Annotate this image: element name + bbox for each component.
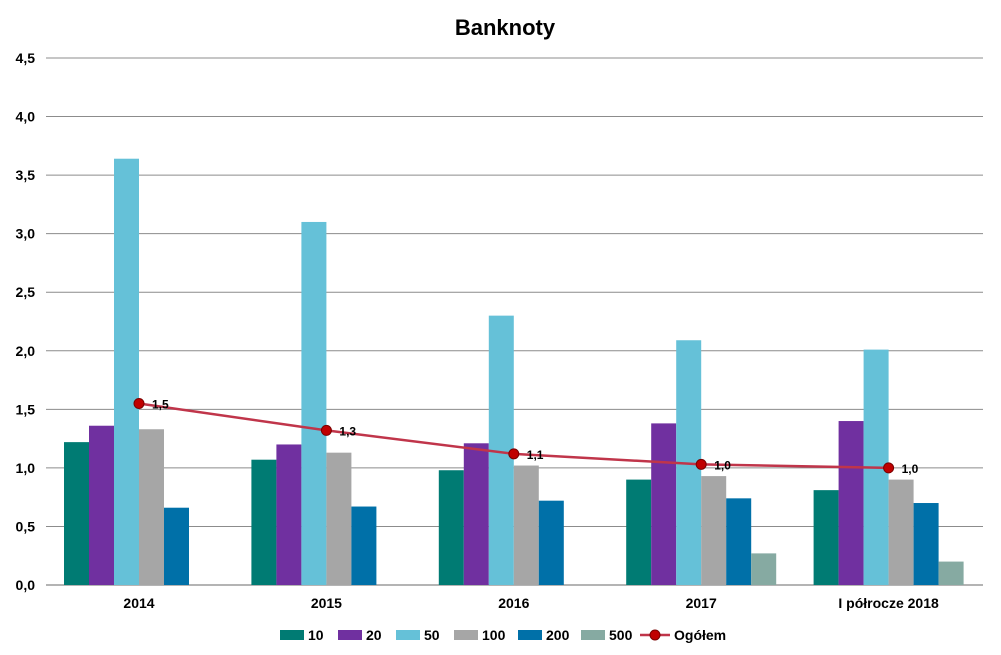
x-tick-label: 2015: [311, 595, 342, 611]
legend-label-500: 500: [609, 627, 633, 643]
bar-10-I-półrocze-2018: [813, 490, 839, 585]
bar-10-2016: [438, 470, 464, 585]
bar-200-2014: [164, 507, 189, 585]
line-point-ogolem: [883, 462, 895, 474]
legend-swatch-20: [338, 630, 362, 640]
legend-label-100: 100: [482, 627, 506, 643]
bar-20-I-półrocze-2018: [838, 421, 864, 585]
legend-label-10: 10: [308, 627, 324, 643]
line-point-ogolem: [320, 424, 332, 436]
line-point-ogolem: [133, 397, 145, 409]
y-tick-label: 0,5: [16, 518, 36, 534]
data-label-ogolem: 1,1: [527, 448, 544, 462]
y-tick-label: 3,5: [16, 167, 36, 183]
bar-200-2017: [726, 498, 752, 585]
legend-label-20: 20: [366, 627, 382, 643]
legend-swatch-100: [454, 630, 478, 640]
data-label-ogolem: 1,3: [339, 424, 356, 438]
bar-20-2017: [651, 423, 677, 585]
bar-20-2015: [276, 444, 302, 585]
bar-200-2015: [351, 506, 377, 585]
bar-500-I-półrocze-2018: [938, 561, 964, 585]
legend-label-200: 200: [546, 627, 570, 643]
line-point-ogolem: [508, 448, 520, 460]
bar-500-2017: [751, 553, 777, 585]
y-tick-label: 4,5: [16, 50, 36, 66]
bar-200-I-półrocze-2018: [913, 503, 939, 585]
bar-100-2017: [701, 476, 727, 585]
bar-50-2015: [301, 221, 327, 585]
bar-100-2014: [139, 429, 164, 585]
data-label-ogolem: 1,0: [902, 462, 919, 476]
bar-100-2016: [513, 465, 539, 585]
bar-200-2016: [538, 500, 564, 585]
x-tick-label: I półrocze 2018: [838, 595, 939, 611]
legend-label-ogolem: Ogółem: [674, 627, 726, 643]
y-tick-label: 2,5: [16, 284, 36, 300]
x-tick-label: 2016: [498, 595, 529, 611]
line-point-ogolem: [695, 458, 707, 470]
y-tick-label: 2,0: [16, 343, 36, 359]
bar-50-2014: [114, 158, 139, 585]
bar-10-2015: [251, 459, 277, 585]
data-label-ogolem: 1,0: [714, 458, 731, 472]
chart-title: Banknoty: [455, 15, 556, 40]
bar-10-2014: [64, 442, 89, 585]
x-tick-label: 2017: [686, 595, 717, 611]
bar-100-I-półrocze-2018: [888, 479, 914, 585]
bar-100-2015: [326, 452, 352, 585]
bar-20-2016: [463, 443, 489, 585]
y-tick-label: 1,5: [16, 401, 36, 417]
y-tick-label: 1,0: [16, 460, 36, 476]
x-tick-label: 2014: [123, 595, 154, 611]
y-tick-label: 3,0: [16, 226, 36, 242]
bar-10-2017: [626, 479, 652, 585]
bar-20-2014: [89, 425, 114, 585]
legend-swatch-10: [280, 630, 304, 640]
legend-swatch-500: [581, 630, 605, 640]
legend-marker-ogolem: [649, 629, 661, 641]
y-tick-label: 0,0: [16, 577, 36, 593]
legend-swatch-50: [396, 630, 420, 640]
legend-swatch-200: [518, 630, 542, 640]
data-label-ogolem: 1,5: [152, 397, 169, 411]
y-tick-label: 4,0: [16, 109, 36, 125]
legend-label-50: 50: [424, 627, 440, 643]
